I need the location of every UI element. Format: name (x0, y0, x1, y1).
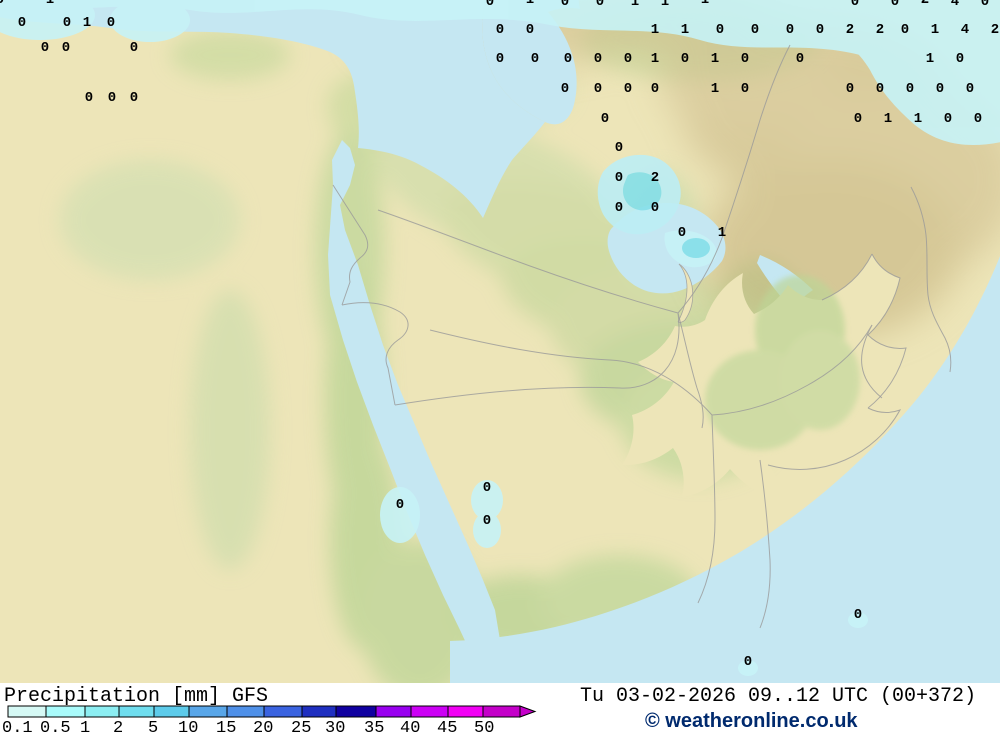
svg-text:0: 0 (741, 81, 749, 97)
svg-text:0: 0 (681, 51, 689, 67)
svg-text:0: 0 (0, 0, 4, 8)
svg-text:35: 35 (364, 719, 384, 733)
svg-text:0: 0 (751, 22, 759, 38)
svg-text:45: 45 (437, 719, 457, 733)
svg-text:0: 0 (130, 40, 138, 56)
svg-text:1: 1 (701, 0, 709, 8)
svg-text:0: 0 (18, 15, 26, 31)
svg-text:0.5: 0.5 (40, 719, 71, 733)
svg-text:0: 0 (651, 81, 659, 97)
svg-text:0: 0 (496, 51, 504, 67)
svg-text:1: 1 (711, 81, 719, 97)
svg-text:15: 15 (216, 719, 236, 733)
svg-text:1: 1 (884, 111, 892, 127)
svg-text:0: 0 (796, 51, 804, 67)
svg-text:0: 0 (651, 200, 659, 216)
svg-text:0: 0 (41, 40, 49, 56)
svg-text:1: 1 (931, 22, 939, 38)
svg-text:2: 2 (651, 170, 659, 186)
svg-text:0: 0 (615, 170, 623, 186)
svg-text:1: 1 (681, 22, 689, 38)
svg-text:0: 0 (981, 0, 989, 10)
svg-text:0: 0 (108, 90, 116, 106)
svg-text:5: 5 (148, 719, 158, 733)
svg-text:© weatheronline.co.uk: © weatheronline.co.uk (645, 710, 858, 732)
svg-text:Tu 03-02-2026 09..12 UTC (00+3: Tu 03-02-2026 09..12 UTC (00+372) (580, 685, 976, 708)
svg-text:0: 0 (716, 22, 724, 38)
svg-text:4: 4 (961, 22, 969, 38)
svg-text:0: 0 (130, 90, 138, 106)
svg-text:0: 0 (854, 607, 862, 623)
svg-text:10: 10 (178, 719, 198, 733)
svg-text:30: 30 (325, 719, 345, 733)
svg-text:0: 0 (741, 51, 749, 67)
svg-text:1: 1 (631, 0, 639, 10)
svg-text:0: 0 (561, 81, 569, 97)
svg-text:1: 1 (80, 719, 90, 733)
svg-text:4: 4 (951, 0, 959, 10)
svg-text:0: 0 (744, 654, 752, 670)
svg-text:0: 0 (944, 111, 952, 127)
svg-text:2: 2 (846, 22, 854, 38)
svg-text:0: 0 (483, 513, 491, 529)
svg-text:0: 0 (85, 90, 93, 106)
svg-text:1: 1 (46, 0, 54, 8)
svg-text:25: 25 (291, 719, 311, 733)
svg-text:0: 0 (564, 51, 572, 67)
svg-text:0.1: 0.1 (2, 719, 33, 733)
svg-text:0: 0 (891, 0, 899, 10)
svg-text:0: 0 (786, 22, 794, 38)
svg-text:0: 0 (906, 81, 914, 97)
svg-text:1: 1 (711, 51, 719, 67)
svg-text:0: 0 (63, 15, 71, 31)
svg-text:0: 0 (615, 140, 623, 156)
svg-text:0: 0 (107, 15, 115, 31)
svg-text:1: 1 (926, 51, 934, 67)
svg-text:0: 0 (601, 111, 609, 127)
svg-text:0: 0 (966, 81, 974, 97)
svg-text:0: 0 (624, 51, 632, 67)
svg-text:2: 2 (991, 22, 999, 38)
svg-text:2: 2 (113, 719, 123, 733)
svg-text:0: 0 (596, 0, 604, 10)
svg-text:0: 0 (876, 81, 884, 97)
svg-text:0: 0 (974, 111, 982, 127)
svg-text:0: 0 (531, 51, 539, 67)
svg-text:0: 0 (486, 0, 494, 10)
svg-text:0: 0 (678, 225, 686, 241)
svg-text:1: 1 (651, 22, 659, 38)
svg-text:0: 0 (396, 497, 404, 513)
svg-text:20: 20 (253, 719, 273, 733)
svg-text:0: 0 (816, 22, 824, 38)
svg-text:0: 0 (561, 0, 569, 10)
svg-text:0: 0 (846, 81, 854, 97)
svg-text:0: 0 (594, 51, 602, 67)
svg-text:0: 0 (483, 480, 491, 496)
svg-text:0: 0 (624, 81, 632, 97)
svg-text:1: 1 (83, 15, 91, 31)
svg-text:0: 0 (936, 81, 944, 97)
svg-text:0: 0 (615, 200, 623, 216)
svg-text:40: 40 (400, 719, 420, 733)
svg-text:1: 1 (661, 0, 669, 10)
svg-text:1: 1 (914, 111, 922, 127)
svg-text:0: 0 (901, 22, 909, 38)
svg-text:1: 1 (718, 225, 726, 241)
svg-text:0: 0 (854, 111, 862, 127)
svg-text:2: 2 (876, 22, 884, 38)
svg-text:Precipitation [mm] GFS: Precipitation [mm] GFS (4, 685, 268, 708)
svg-text:0: 0 (851, 0, 859, 10)
svg-text:1: 1 (651, 51, 659, 67)
svg-text:0: 0 (594, 81, 602, 97)
svg-text:0: 0 (62, 40, 70, 56)
svg-text:1: 1 (526, 0, 534, 8)
svg-text:0: 0 (496, 22, 504, 38)
svg-text:0: 0 (526, 22, 534, 38)
svg-text:0: 0 (956, 51, 964, 67)
svg-text:50: 50 (474, 719, 494, 733)
svg-text:2: 2 (921, 0, 929, 8)
